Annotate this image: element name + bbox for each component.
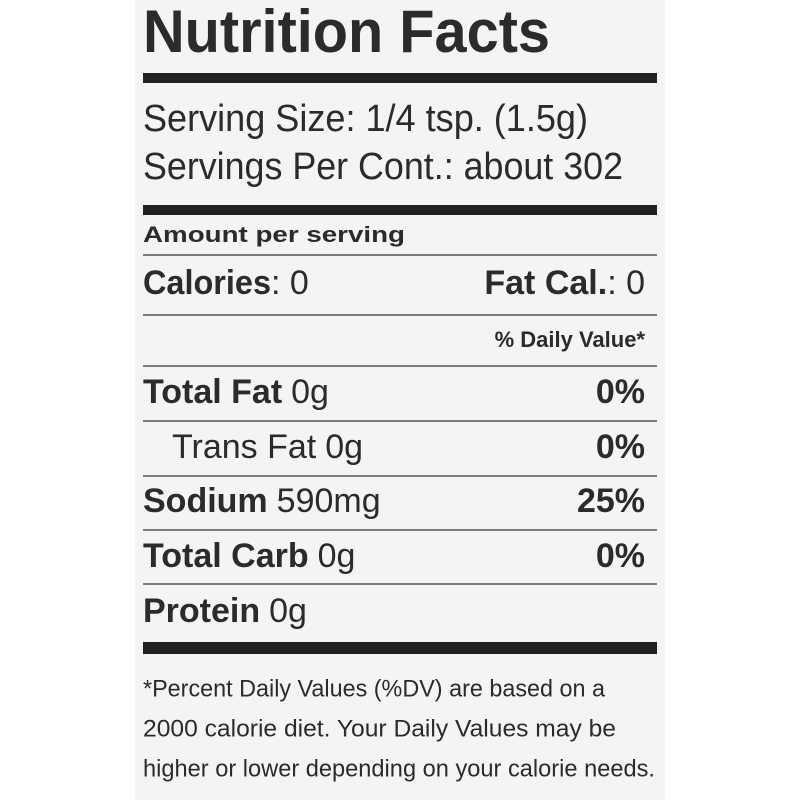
nutrient-name: Total Fat xyxy=(143,373,282,411)
footnote-line: higher or lower depending on your calori… xyxy=(143,755,655,782)
nutrient-dv: 0% xyxy=(596,537,645,575)
amount-per-serving: Amount per serving xyxy=(143,222,405,247)
thick-rule xyxy=(143,642,657,654)
nutrient-dv: 0% xyxy=(596,373,645,411)
nutrient-row: Protein 0g xyxy=(143,592,307,630)
serving-size: Serving Size: 1/4 tsp. (1.5g) xyxy=(143,98,588,140)
nutrient-name: Protein xyxy=(143,592,260,630)
daily-value-header: % Daily Value* xyxy=(495,327,646,352)
title: Nutrition Facts xyxy=(143,0,550,65)
nutrient-row: Total Carb 0g xyxy=(143,537,355,575)
servings-per-container: Servings Per Cont.: about 302 xyxy=(143,146,623,188)
fat-calories-value: : 0 xyxy=(607,264,645,302)
fat-calories: Fat Cal.: 0 xyxy=(484,264,645,302)
nutrient-name: Sodium xyxy=(143,482,268,520)
nutrient-amount: 0g xyxy=(291,373,329,411)
nutrient-amount: 0g xyxy=(318,537,356,575)
footnote-line: 2000 calorie diet. Your Daily Values may… xyxy=(143,715,616,742)
footnote-line: *Percent Daily Values (%DV) are based on… xyxy=(143,675,606,702)
calories-label: Calories xyxy=(143,264,271,302)
nutrient-row: Sodium 590mg xyxy=(143,482,381,520)
nutrient-amount: 0g xyxy=(269,592,307,630)
nutrient-dv: 25% xyxy=(577,482,645,520)
nutrient-row: Trans Fat 0g xyxy=(172,428,363,466)
nutrient-name: Trans Fat xyxy=(172,428,317,466)
nutrient-row: Total Fat 0g xyxy=(143,373,329,411)
thick-rule xyxy=(143,205,657,215)
nutrient-amount: 0g xyxy=(325,428,363,466)
thick-rule xyxy=(143,73,657,83)
nutrient-name: Total Carb xyxy=(143,537,309,575)
label-panel xyxy=(135,0,665,800)
nutrient-dv: 0% xyxy=(596,428,645,466)
nutrient-amount: 590mg xyxy=(277,482,381,520)
fat-calories-label: Fat Cal. xyxy=(484,264,607,302)
calories-value: : 0 xyxy=(271,264,309,302)
calories: Calories: 0 xyxy=(143,264,309,302)
